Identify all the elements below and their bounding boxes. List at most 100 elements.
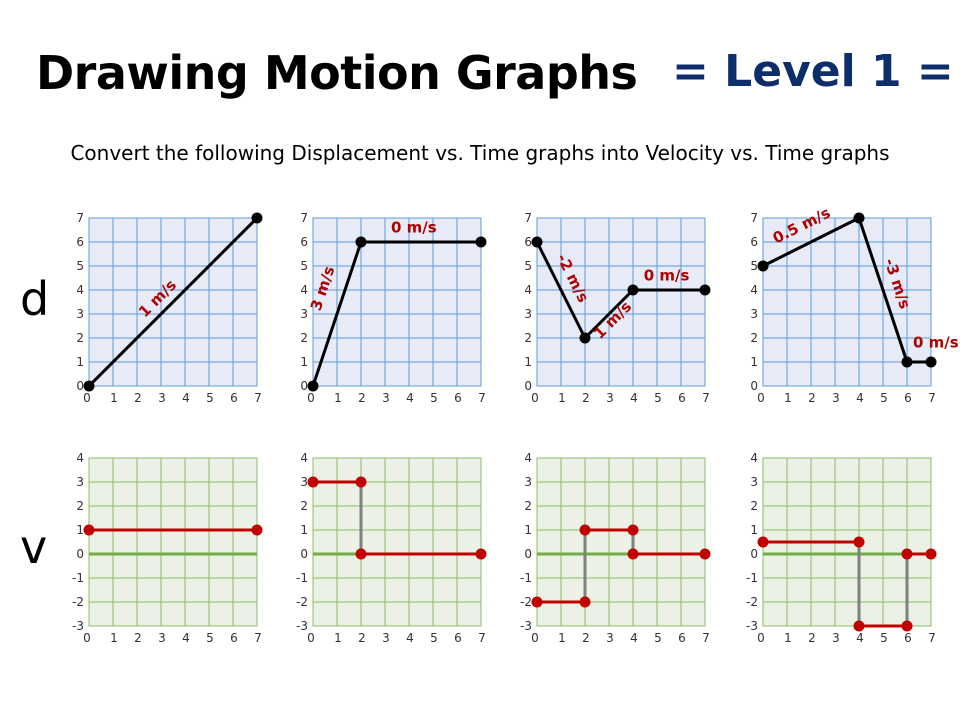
data-point: [355, 476, 367, 488]
y-tick-label: 4: [524, 283, 532, 297]
x-tick-label: 0: [307, 391, 315, 405]
y-tick-label: 0: [300, 379, 308, 393]
y-tick-label: 1: [300, 523, 308, 537]
y-tick-label: 0: [524, 379, 532, 393]
y-tick-label: 2: [750, 331, 758, 345]
y-tick-label: 5: [300, 259, 308, 273]
data-point: [757, 260, 769, 272]
y-tick-label: 0: [76, 379, 84, 393]
y-tick-label: 3: [76, 307, 84, 321]
velocity-graph-3: 0 1 2 3 4 5 6 7 -3 -2 -1 0 1 2 3 4: [520, 451, 711, 645]
x-tick-label: 6: [904, 631, 912, 645]
y-tick-label: 2: [76, 499, 84, 513]
data-point: [627, 284, 639, 296]
x-tick-label: 3: [158, 631, 166, 645]
data-point: [901, 356, 913, 368]
data-point: [901, 620, 913, 632]
data-point: [901, 548, 913, 560]
y-tick-label: 7: [750, 211, 758, 225]
y-tick-label: 2: [524, 499, 532, 513]
data-point: [83, 380, 95, 392]
data-point: [757, 536, 769, 548]
y-tick-label: 1: [300, 355, 308, 369]
y-tick-label: 2: [524, 331, 532, 345]
y-tick-label: -2: [520, 595, 532, 609]
y-tick-label: 3: [750, 307, 758, 321]
x-tick-label: 1: [558, 631, 566, 645]
data-point: [251, 212, 263, 224]
data-point: [579, 332, 591, 344]
x-tick-label: 4: [182, 631, 190, 645]
x-tick-label: 1: [334, 391, 342, 405]
x-tick-label: 6: [454, 631, 462, 645]
data-point: [307, 380, 319, 392]
x-tick-label: 6: [230, 631, 238, 645]
data-point: [355, 236, 367, 248]
x-tick-label: 0: [531, 391, 539, 405]
y-tick-label: 3: [300, 307, 308, 321]
x-tick-label: 0: [307, 631, 315, 645]
x-tick-label: 3: [832, 391, 840, 405]
x-tick-label: 4: [856, 631, 864, 645]
y-tick-label: 1: [524, 523, 532, 537]
data-point: [699, 548, 711, 560]
velocity-graph-2: 0 1 2 3 4 5 6 7 -3 -2 -1 0 1 2 3 4: [296, 451, 487, 645]
data-point: [475, 236, 487, 248]
x-tick-label: 2: [808, 391, 816, 405]
data-point: [355, 548, 367, 560]
y-tick-label: 1: [76, 523, 84, 537]
displacement-line: [762, 216, 931, 364]
x-tick-label: 1: [110, 391, 118, 405]
x-tick-label: 4: [406, 631, 414, 645]
x-tick-label: 6: [678, 391, 686, 405]
x-tick-label: 1: [558, 391, 566, 405]
data-point: [579, 524, 591, 536]
x-tick-label: 6: [230, 391, 238, 405]
data-point: [475, 548, 487, 560]
x-tick-label: 2: [134, 391, 142, 405]
y-tick-label: -3: [72, 619, 84, 633]
x-tick-label: 5: [654, 391, 662, 405]
plot-background: [312, 457, 482, 627]
y-tick-label: 6: [524, 235, 532, 249]
x-tick-label: 1: [784, 631, 792, 645]
y-tick-label: 4: [76, 283, 84, 297]
y-tick-label: 0: [300, 547, 308, 561]
x-tick-label: 3: [606, 391, 614, 405]
y-tick-label: 6: [750, 235, 758, 249]
y-tick-label: 3: [300, 475, 308, 489]
x-tick-label: 7: [928, 631, 936, 645]
data-point: [579, 596, 591, 608]
data-point: [251, 524, 263, 536]
x-tick-label: 4: [630, 391, 638, 405]
x-tick-label: 2: [358, 631, 366, 645]
data-point: [925, 548, 937, 560]
x-tick-label: 4: [856, 391, 864, 405]
y-tick-label: 1: [76, 355, 84, 369]
x-tick-label: 6: [454, 391, 462, 405]
x-tick-label: 7: [702, 631, 710, 645]
y-tick-label: 4: [300, 283, 308, 297]
x-tick-label: 2: [582, 631, 590, 645]
x-tick-label: 3: [606, 631, 614, 645]
y-tick-label: -3: [746, 619, 758, 633]
slope-label: 0 m/s: [913, 334, 959, 352]
x-tick-label: 7: [478, 391, 486, 405]
displacement-line: [535, 241, 705, 340]
y-tick-label: -1: [746, 571, 758, 585]
x-tick-label: 2: [808, 631, 816, 645]
data-point: [853, 536, 865, 548]
y-tick-label: 2: [300, 499, 308, 513]
x-tick-label: 2: [582, 391, 590, 405]
x-tick-label: 1: [784, 391, 792, 405]
y-tick-label: 0: [76, 547, 84, 561]
data-point: [531, 596, 543, 608]
x-tick-label: 2: [134, 631, 142, 645]
plot-background: [88, 457, 258, 627]
y-tick-label: -3: [520, 619, 532, 633]
x-tick-label: 5: [880, 631, 888, 645]
slope-label: 0 m/s: [391, 218, 437, 236]
data-point: [853, 212, 865, 224]
x-tick-label: 3: [382, 391, 390, 405]
